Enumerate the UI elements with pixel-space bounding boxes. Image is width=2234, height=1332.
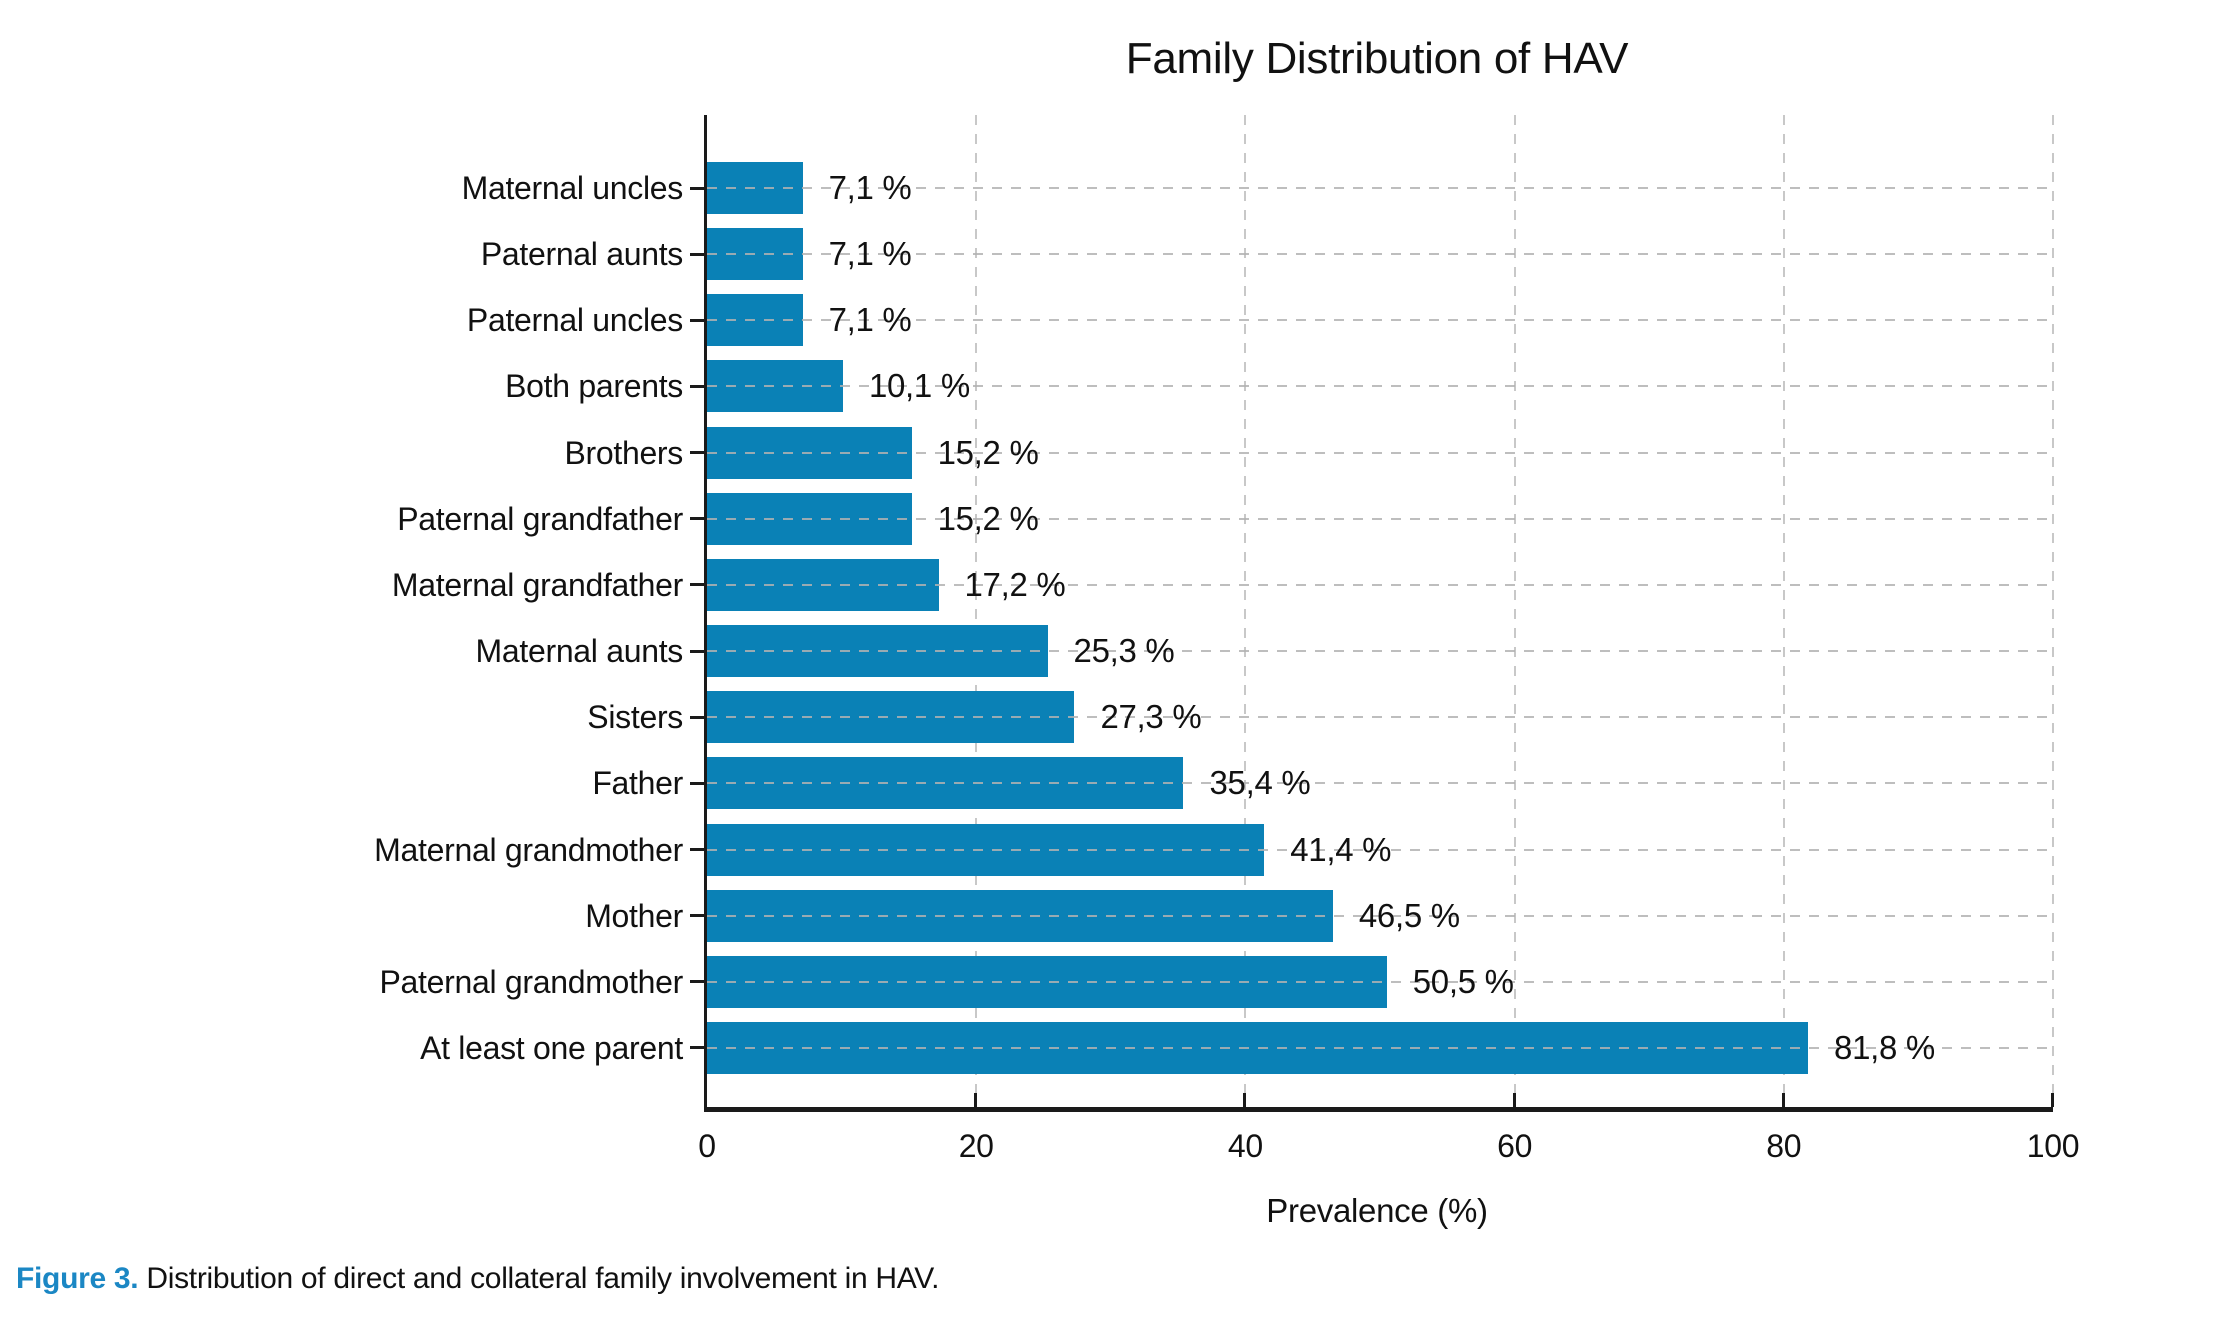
h-gridline [707, 980, 2053, 983]
h-gridline [707, 782, 2053, 785]
y-tick [690, 318, 704, 322]
x-tick [1781, 1093, 1785, 1107]
vertical-gridline [1782, 115, 1785, 1107]
h-gridline [707, 583, 2053, 586]
category-label: Brothers [564, 434, 683, 471]
category-label: Maternal grandfather [391, 566, 683, 603]
y-tick [690, 1046, 704, 1050]
category-label: Sisters [587, 699, 683, 736]
category-label: Maternal uncles [461, 170, 684, 206]
y-tick [690, 517, 704, 521]
h-gridline [707, 319, 2053, 322]
value-label: 25,3 % [1073, 632, 1175, 670]
value-label: 17,2 % [964, 565, 1066, 603]
value-label: 7,1 % [828, 169, 912, 206]
x-tick [2051, 1093, 2054, 1107]
category-label: At least one parent [420, 1029, 683, 1066]
h-gridline [707, 650, 2053, 653]
value-label: 7,1 % [828, 301, 912, 339]
y-tick [690, 781, 704, 785]
x-tick-label: 40 [1227, 1128, 1263, 1164]
y-tick [690, 980, 704, 984]
value-label: 27,3 % [1100, 698, 1202, 736]
value-label: 81,8 % [1834, 1028, 1935, 1066]
x-tick-label: 20 [958, 1128, 994, 1164]
h-gridline [707, 253, 2053, 256]
x-tick-label: 60 [1497, 1128, 1533, 1164]
vertical-gridline [1244, 115, 1247, 1107]
category-label: Maternal aunts [475, 633, 684, 670]
h-gridline [707, 848, 2053, 851]
h-gridline [707, 517, 2053, 520]
category-label: Father [592, 765, 683, 802]
x-tick-label: 0 [698, 1128, 716, 1164]
h-gridline [707, 1046, 2053, 1049]
x-axis-label: Prevalence (%) [1266, 1192, 1488, 1229]
x-tick-label: 80 [1766, 1128, 1802, 1164]
y-tick [690, 583, 704, 587]
value-label: 15,2 % [937, 499, 1039, 537]
figure-caption-label: Figure 3. [16, 1262, 139, 1295]
category-label: Paternal uncles [466, 302, 683, 339]
y-tick [690, 451, 704, 455]
h-gridline [707, 187, 2053, 189]
category-label: Paternal grandfather [397, 500, 683, 537]
vertical-gridline [2052, 115, 2054, 1107]
category-label: Paternal grandmother [379, 963, 683, 1000]
y-tick [690, 186, 704, 190]
chart-title: Family Distribution of HAV [1125, 34, 1629, 83]
plot-area: 7,1 % 7,1 % 7,1 % 10,1 % 15,2 % 15,2 % 17,2 % 2… [690, 115, 2054, 1112]
figure-caption-text: Distribution of direct and collateral fa… [146, 1262, 940, 1295]
y-tick [690, 649, 704, 653]
y-tick [690, 848, 704, 851]
value-label: 46,5 % [1358, 896, 1460, 934]
vertical-gridline [975, 115, 978, 1107]
value-label: 50,5 % [1412, 962, 1514, 1000]
x-tick-label: 100 [2026, 1128, 2080, 1164]
y-tick [690, 914, 704, 918]
value-label: 41,4 % [1290, 830, 1392, 868]
category-label: Paternal aunts [480, 236, 683, 273]
category-label: Both parents [505, 368, 683, 405]
y-tick [690, 252, 704, 256]
h-gridline [707, 385, 2053, 388]
figure-caption: Figure 3. Distribution of direct and col… [16, 1262, 940, 1296]
category-label: Maternal grandmother [374, 831, 683, 868]
y-tick [690, 384, 704, 388]
h-gridline [707, 716, 2053, 719]
value-label: 7,1 % [828, 235, 912, 273]
h-gridline [707, 914, 2053, 917]
x-tick [974, 1093, 978, 1107]
y-tick [690, 715, 704, 719]
x-tick [1512, 1093, 1516, 1107]
category-label: Mother [585, 897, 683, 934]
vertical-gridline [1513, 115, 1516, 1107]
x-tick [1243, 1093, 1247, 1107]
value-label: 10,1 % [868, 367, 970, 405]
value-label: 35,4 % [1209, 764, 1311, 802]
h-gridline [707, 451, 2053, 454]
value-label: 15,2 % [937, 433, 1039, 471]
